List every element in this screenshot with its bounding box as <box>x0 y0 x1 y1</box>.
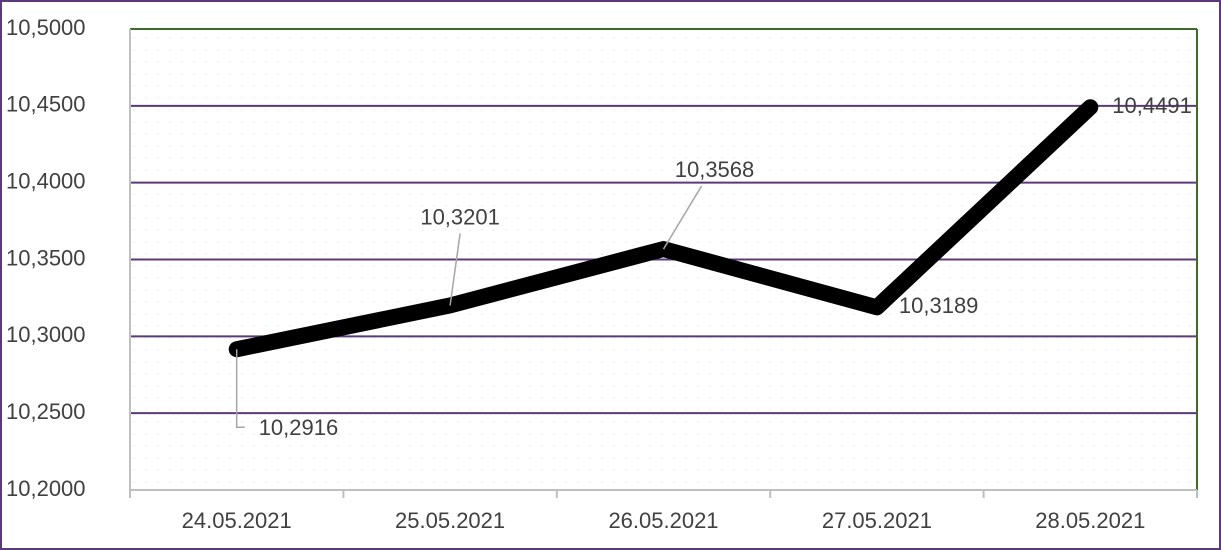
label-leader <box>235 349 245 428</box>
y-tick-label: 10,4000 <box>6 168 86 193</box>
data-label: 10,3189 <box>899 293 979 318</box>
label-leader <box>449 233 461 306</box>
y-tick-label: 10,2500 <box>6 399 86 424</box>
x-tick-label: 25.05.2021 <box>395 508 505 533</box>
y-tick-label: 10,3500 <box>6 245 86 270</box>
y-tick-label: 10,4500 <box>6 92 86 117</box>
y-tick-label: 10,3000 <box>6 322 86 347</box>
data-label: 10,4491 <box>1112 93 1192 118</box>
line <box>228 99 1099 358</box>
x-tick-label: 28.05.2021 <box>1035 508 1145 533</box>
label-leader <box>662 185 703 250</box>
y-tick-label: 10,2000 <box>6 476 86 501</box>
data-label: 10,2916 <box>259 415 339 440</box>
data-label: 10,3201 <box>420 204 500 229</box>
data-label: 10,3568 <box>675 157 755 182</box>
x-tick-label: 24.05.2021 <box>182 508 292 533</box>
y-tick-label: 10,5000 <box>6 15 86 40</box>
x-tick-label: 26.05.2021 <box>608 508 718 533</box>
x-tick-label: 27.05.2021 <box>822 508 932 533</box>
